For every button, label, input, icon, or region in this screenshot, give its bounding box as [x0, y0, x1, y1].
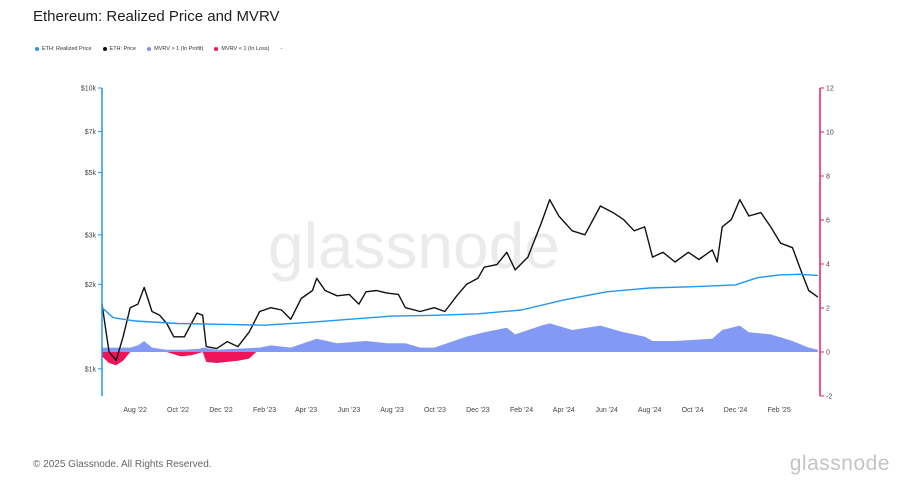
- x-tick-label: Feb '25: [768, 407, 791, 414]
- x-tick-label: Aug '22: [123, 407, 147, 414]
- left-tick-label: $1k: [85, 366, 97, 373]
- legend-item-price[interactable]: ETH: Price: [102, 46, 137, 52]
- eth-price-line: [101, 198, 819, 362]
- legend: ETH: Realized Price ETH: Price MVRV > 1 …: [35, 46, 282, 52]
- legend-item-realized-price[interactable]: ETH: Realized Price: [35, 46, 92, 52]
- price-lines-group: [101, 198, 819, 362]
- left-tick-label: $2k: [85, 282, 97, 289]
- x-tick-label: Dec '22: [209, 407, 233, 414]
- x-tick-label: Jun '24: [596, 407, 618, 414]
- left-tick-label: $10k: [81, 86, 97, 93]
- right-tick-label: 10: [826, 130, 834, 137]
- x-tick-label: Dec '23: [466, 407, 490, 414]
- left-tick-label: $3k: [85, 232, 97, 239]
- legend-item-mvrv-loss[interactable]: MVRV < 1 (In Loss): [214, 46, 269, 52]
- chart-watermark: glassnode: [268, 210, 560, 282]
- legend-label-realized-price: ETH: Realized Price: [42, 46, 92, 52]
- x-tick-label: Oct '24: [682, 407, 704, 414]
- legend-swatch-price: [102, 47, 107, 51]
- x-tick-label: Apr '23: [295, 407, 317, 414]
- left-tick-label: $5k: [85, 170, 97, 177]
- realized-price-line: [101, 273, 818, 326]
- legend-label-mvrv-profit: MVRV > 1 (In Profit): [154, 46, 204, 52]
- right-tick-label: 6: [826, 218, 830, 225]
- x-tick-label: Jun '23: [338, 407, 360, 414]
- right-tick-label: 12: [826, 86, 834, 93]
- right-tick-label: -2: [826, 394, 832, 401]
- x-tick-label: Oct '23: [424, 407, 446, 414]
- right-tick-label: 4: [826, 262, 830, 269]
- x-tick-label: Dec '24: [724, 407, 748, 414]
- x-tick-label: Oct '22: [167, 407, 189, 414]
- right-tick-label: 2: [826, 306, 830, 313]
- x-tick-label: Apr '24: [553, 407, 575, 414]
- mvrv-area-group: [102, 323, 818, 366]
- x-tick-label: Feb '23: [253, 407, 276, 414]
- right-tick-label: 0: [826, 350, 830, 357]
- axes-group: $1k $2k $3k $5k $7k $10k -2 0 2 4 6 8 10 12 Aug '22 Oct…: [81, 86, 834, 415]
- legend-swatch-mvrv-profit: [147, 47, 152, 51]
- copyright-footer: © 2025 Glassnode. All Rights Reserved.: [33, 459, 212, 470]
- x-tick-label: Aug '23: [380, 407, 404, 414]
- glassnode-logo: glassnode: [789, 452, 890, 475]
- legend-label-price: ETH: Price: [109, 46, 137, 52]
- right-tick-label: 8: [826, 174, 830, 181]
- legend-label-mvrv-loss: MVRV < 1 (In Loss): [221, 46, 270, 52]
- legend-item-mvrv-profit[interactable]: MVRV > 1 (In Profit): [147, 46, 203, 52]
- legend-extra-marker: -: [280, 46, 283, 52]
- x-tick-label: Aug '24: [638, 407, 662, 414]
- x-tick-label: Feb '24: [510, 407, 533, 414]
- legend-swatch-mvrv-loss: [214, 47, 219, 51]
- mvrv-profit-area: [102, 323, 818, 352]
- left-tick-label: $7k: [85, 129, 97, 136]
- mvrv-loss-area: [102, 352, 257, 366]
- legend-swatch-realized-price: [35, 47, 39, 51]
- chart-title: Ethereum: Realized Price and MVRV: [33, 8, 280, 25]
